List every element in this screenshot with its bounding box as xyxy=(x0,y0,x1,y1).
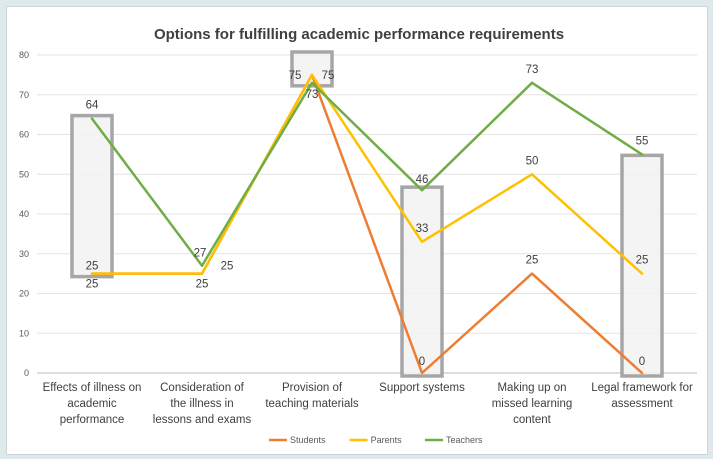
x-category-label: Effects of illness on academic performance xyxy=(43,382,142,426)
data-label: 25 xyxy=(86,261,99,273)
data-label: 25 xyxy=(86,279,99,291)
data-label: 0 xyxy=(419,356,425,368)
data-label: 46 xyxy=(416,174,429,186)
x-category-label-line: Consideration of xyxy=(160,382,245,394)
legend-label-parents: Parents xyxy=(371,435,403,445)
data-label: 25 xyxy=(221,261,234,273)
y-tick-label: 60 xyxy=(19,130,29,140)
x-category-label-line: performance xyxy=(60,414,125,426)
highlight-box xyxy=(620,153,664,378)
x-category-label: Consideration of the illness in lessons an… xyxy=(153,382,252,426)
data-label: 50 xyxy=(526,155,539,167)
x-category-label-line: content xyxy=(513,414,552,426)
y-tick-label: 10 xyxy=(19,328,29,338)
x-category-label-line: Legal framework for xyxy=(591,382,693,394)
chart-frame: Options for fulfilling academic performa… xyxy=(6,6,708,455)
data-label: 55 xyxy=(636,135,649,147)
x-category-label: Legal framework for assessment xyxy=(591,382,693,410)
series-line-students xyxy=(90,73,644,375)
x-category-label-line: academic xyxy=(67,398,116,410)
y-tick-label: 70 xyxy=(19,90,29,100)
y-tick-label: 30 xyxy=(19,249,29,259)
x-category-label-line: the illness in xyxy=(170,398,233,410)
y-tick-label: 80 xyxy=(19,50,29,60)
series-line-teachers xyxy=(90,81,644,267)
x-category-label-line: assessment xyxy=(611,398,673,410)
highlight-box xyxy=(290,50,334,88)
data-label: 25 xyxy=(636,255,649,267)
x-category-label: Provision of teaching materials xyxy=(265,382,359,410)
data-label: 27 xyxy=(194,248,207,260)
line-chart: Options for fulfilling academic performa… xyxy=(19,26,697,445)
x-category-label-line: Provision of xyxy=(282,382,343,394)
data-label: 73 xyxy=(306,89,319,101)
x-category-label-line: missed learning xyxy=(492,398,573,410)
data-label: 33 xyxy=(416,223,429,235)
data-label: 25 xyxy=(196,279,209,291)
data-label: 64 xyxy=(86,100,99,112)
series-line-parents xyxy=(90,73,644,275)
data-label: 0 xyxy=(639,356,645,368)
x-category-label-line: lessons and exams xyxy=(153,414,252,426)
y-tick-label: 20 xyxy=(19,289,29,299)
data-label: 75 xyxy=(322,70,335,82)
y-tick-label: 40 xyxy=(19,209,29,219)
highlight-box xyxy=(400,185,444,378)
x-category-label-line: Support systems xyxy=(379,382,465,394)
x-category-label: Making up on missed learning content xyxy=(492,382,573,426)
chart-title: Options for fulfilling academic performa… xyxy=(154,26,564,43)
legend-label-students: Students xyxy=(290,435,326,445)
x-category-label-line: Making up on xyxy=(497,382,566,394)
data-label: 75 xyxy=(289,70,302,82)
data-label: 73 xyxy=(526,64,539,76)
data-label: 25 xyxy=(526,255,539,267)
y-tick-label: 50 xyxy=(19,169,29,179)
x-category-label-line: Effects of illness on xyxy=(43,382,142,394)
highlight-box xyxy=(70,113,114,279)
y-tick-label: 0 xyxy=(24,368,29,378)
legend-label-teachers: Teachers xyxy=(446,435,483,445)
x-category-label: Support systems xyxy=(379,382,465,394)
x-category-label-line: teaching materials xyxy=(265,398,359,410)
